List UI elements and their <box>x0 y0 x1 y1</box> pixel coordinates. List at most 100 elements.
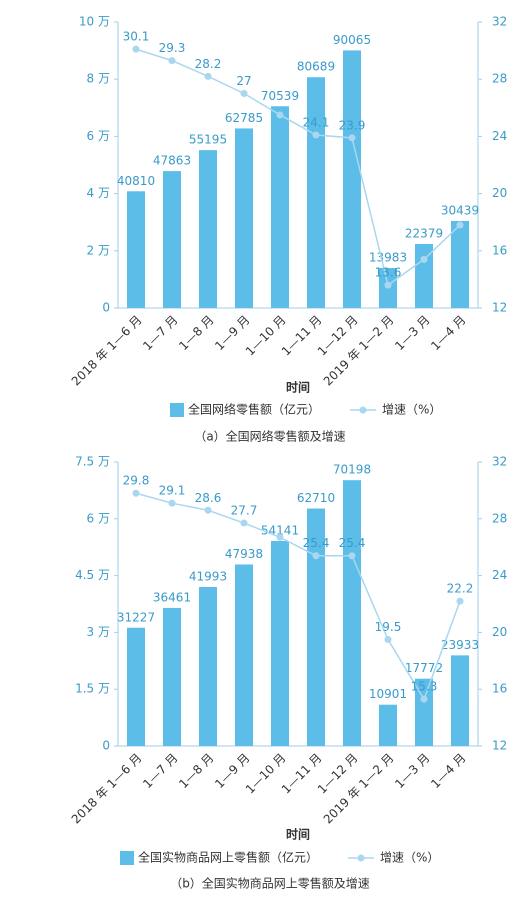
growth-line <box>135 48 461 287</box>
y-tick-label: 0 <box>102 739 110 753</box>
legend-swatch <box>170 403 184 417</box>
y-tick-label: 8 万 <box>87 72 110 86</box>
bar <box>199 586 217 746</box>
caption: （b）全国实物商品网上零售额及增速 <box>170 876 370 891</box>
growth-point <box>204 506 212 514</box>
x-axis-title: 时间 <box>286 827 310 842</box>
y2-tick-label: 12 <box>492 301 507 315</box>
bar <box>307 508 325 746</box>
growth-label: 13.6 <box>375 266 402 280</box>
legend-dot <box>357 854 365 862</box>
growth-point <box>456 597 464 605</box>
y2-tick-label: 28 <box>492 511 507 525</box>
bar <box>415 243 433 308</box>
x-tick-label: 2018 年 1—6 月 <box>69 313 145 389</box>
y2-tick-label: 20 <box>492 625 507 639</box>
bar-label: 47863 <box>153 154 191 168</box>
legend-label: 增速（%） <box>380 851 439 865</box>
bar <box>235 564 253 746</box>
legend-dot <box>359 406 367 414</box>
y-tick-label: 6 万 <box>87 511 110 525</box>
y-tick-label: 3 万 <box>87 625 110 639</box>
x-tick-label: 1—3 月 <box>392 313 432 353</box>
bar-label: 62785 <box>225 111 263 125</box>
bar <box>307 77 325 308</box>
bar <box>343 480 361 746</box>
bar <box>199 150 217 308</box>
growth-label: 30.1 <box>123 30 150 44</box>
bar-label: 62710 <box>297 491 335 505</box>
y-tick-label: 7.5 万 <box>75 455 110 469</box>
growth-label: 19.5 <box>375 620 402 634</box>
bar-label: 80689 <box>297 60 335 74</box>
bar-label: 70198 <box>333 463 371 477</box>
growth-label: 28.6 <box>195 491 222 505</box>
bar-label: 47938 <box>225 547 263 561</box>
bar <box>451 220 469 308</box>
legend-label: 增速（%） <box>382 403 441 417</box>
x-tick-label: 1—7 月 <box>140 313 180 353</box>
y-tick-label: 6 万 <box>87 129 110 143</box>
x-tick-label: 2018 年 1—6 月 <box>69 751 145 827</box>
growth-point <box>132 45 140 53</box>
growth-label: 27.7 <box>231 504 258 518</box>
bar <box>163 171 181 308</box>
legend-label: 全国网络零售额（亿元） <box>188 402 320 417</box>
bar-label: 13983 <box>369 251 407 265</box>
growth-label: 29.1 <box>159 484 186 498</box>
y-tick-label: 4 万 <box>87 186 110 200</box>
growth-point <box>132 489 140 497</box>
bar <box>163 607 181 746</box>
x-tick-label: 1—4 月 <box>428 751 468 791</box>
growth-point <box>312 131 320 139</box>
growth-point <box>168 57 176 65</box>
growth-label: 29.8 <box>123 474 150 488</box>
x-axis-title: 时间 <box>286 380 310 395</box>
bar-label: 31227 <box>117 610 155 624</box>
bar <box>343 50 361 309</box>
growth-label: 28.2 <box>195 57 222 71</box>
bar <box>451 655 469 746</box>
y-tick-label: 10 万 <box>79 15 110 29</box>
growth-point <box>312 552 320 560</box>
growth-point <box>420 695 428 703</box>
y-tick-label: 4.5 万 <box>75 568 110 582</box>
growth-label: 15.3 <box>411 680 438 694</box>
bar-label: 23933 <box>441 638 479 652</box>
bar-label: 10901 <box>369 687 407 701</box>
bar <box>271 106 289 309</box>
bar-label: 40810 <box>117 174 155 188</box>
bar <box>379 704 397 746</box>
bar <box>271 540 289 746</box>
growth-point <box>276 533 284 541</box>
growth-point <box>384 636 392 643</box>
y2-tick-label: 20 <box>492 186 507 200</box>
growth-point <box>276 111 284 119</box>
x-tick-label: 1—8 月 <box>176 751 216 791</box>
bar <box>127 191 145 308</box>
x-tick-label: 1—8 月 <box>176 313 216 353</box>
growth-label: 25.4 <box>339 536 366 550</box>
growth-line <box>135 492 461 701</box>
bar <box>415 678 433 746</box>
y-tick-label: 2 万 <box>87 243 110 257</box>
y2-tick-label: 12 <box>492 739 507 753</box>
growth-label: 24.1 <box>303 115 330 129</box>
bar-label: 22379 <box>405 226 443 240</box>
x-tick-label: 1—7 月 <box>140 751 180 791</box>
growth-label: 27 <box>236 74 251 88</box>
y2-tick-label: 16 <box>492 682 507 696</box>
growth-point <box>204 72 212 80</box>
caption: （a）全国网络零售额及增速 <box>194 429 345 444</box>
bar-label: 30439 <box>441 203 479 217</box>
growth-label: 25.4 <box>303 536 330 550</box>
growth-label: 22.2 <box>447 582 474 596</box>
y-tick-label: 1.5 万 <box>75 682 110 696</box>
y2-tick-label: 28 <box>492 72 507 86</box>
legend-label: 全国实物商品网上零售额（亿元） <box>138 850 318 865</box>
growth-point <box>384 281 392 289</box>
growth-point <box>240 90 248 97</box>
y2-tick-label: 16 <box>492 243 507 257</box>
bar-label: 90065 <box>333 33 371 47</box>
